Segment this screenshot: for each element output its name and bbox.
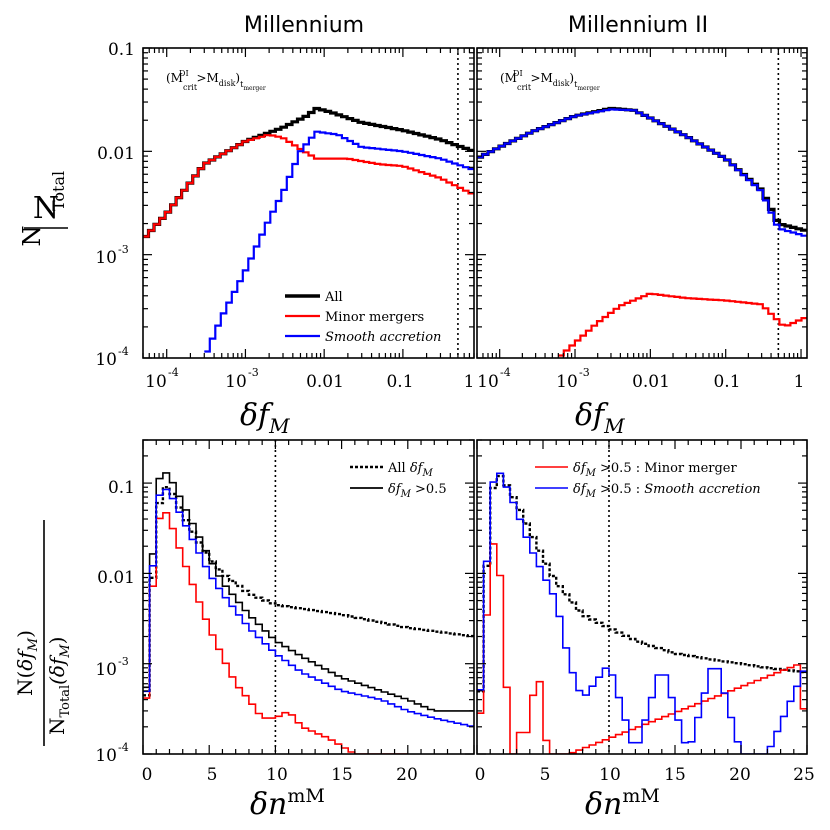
legend-dfm-gt-0.5: δfM >0.5 [388, 482, 447, 500]
xtick-tr-1e-4-exp: -4 [500, 366, 511, 379]
series-all-f-m-3 [477, 474, 807, 693]
legend-bottom-left: All δfM δfM >0.5 [350, 461, 447, 500]
legend-bottom-right: δfM >0.5 : Minor merger δfM >0.5 : Smoot… [535, 461, 761, 500]
ytick-top-0.01: 0.01 [97, 144, 135, 164]
annotation-top-left: (McritDI >Mdisk)tmerger [166, 69, 266, 92]
legend-all: All [324, 290, 343, 305]
xtick-tr-0.01: 0.01 [632, 372, 670, 392]
axis-ticks-1 [476, 47, 807, 359]
legend-smooth-accretion: δfM >0.5 : Smooth accretion [573, 482, 761, 500]
ytick-bottom-1e-3: 10 [95, 660, 117, 680]
legend-top-left: All Minor mergers Smooth accretion [285, 290, 441, 345]
plot-area-2 [143, 440, 474, 754]
frame-top-left [142, 47, 475, 359]
series-smooth-accretion-1 [477, 108, 807, 237]
ylabel-bottom: N(δfM) NTotal(δfM) [13, 520, 73, 746]
legend-minor: Minor mergers [325, 310, 424, 325]
xtick-tr-1e-3-exp: -3 [579, 366, 590, 379]
ytick-top-1e-4: 10 [95, 350, 117, 370]
ylabel-bottom-denominator: NTotal(δfM) [45, 637, 73, 736]
svg-text:N: N [33, 191, 59, 226]
frame-top-right [476, 47, 808, 359]
xtick-tr-0.1: 0.1 [713, 372, 740, 392]
xtick-tl-1e-3: 10 [225, 372, 247, 392]
ylabel-bottom-numerator: N(δfM) [13, 630, 41, 696]
xlabel-top-left: δfM [240, 398, 290, 438]
frame-bottom-left [142, 439, 475, 755]
xtick-tl-0.1: 0.1 [386, 372, 413, 392]
legend-smooth: Smooth accretion [325, 330, 441, 345]
ylabel-top: N N Total [18, 171, 68, 247]
xtick-tr-1: 1 [794, 372, 805, 392]
xtick-tl-1e-4-exp: -4 [168, 366, 179, 379]
plot-area-3 [477, 440, 807, 754]
xtick-bl-15: 15 [331, 765, 353, 785]
svg-text:Total: Total [49, 171, 68, 211]
annotation-top-right: (McritDI >Mdisk)tmerger [500, 69, 600, 92]
series-all-f-m-2 [143, 486, 474, 697]
frame-bottom-right [476, 439, 808, 755]
ytick-top-1e-3: 10 [95, 248, 117, 268]
xlabel-bottom-right: δnmM [585, 785, 660, 822]
xtick-bl-20: 20 [396, 765, 418, 785]
xtick-tr-1e-3: 10 [556, 372, 578, 392]
series-minor-mergers-0 [143, 134, 474, 238]
xtick-tl-1e-3-exp: -3 [248, 366, 259, 379]
ytick-top-1e-4-exp: -4 [118, 345, 129, 358]
xtick-br-10: 10 [599, 765, 621, 785]
ytick-bottom-1e-3-exp: -3 [118, 655, 129, 668]
svg-text:N: N [18, 226, 46, 247]
xtick-tl-1: 1 [464, 372, 475, 392]
series-all-1 [477, 106, 807, 232]
legend-all-dfm: All δfM [387, 461, 433, 479]
series--f-m-0-5-2 [143, 472, 474, 712]
series-smooth-accretion-0 [204, 130, 474, 353]
series-minor-mergers-1 [558, 292, 807, 357]
xtick-br-25: 25 [793, 765, 815, 785]
series-smooth-accretion-3 [477, 472, 807, 754]
ytick-top-0.1: 0.1 [108, 40, 135, 60]
xtick-bl-10: 10 [266, 765, 288, 785]
xtick-tl-0.01: 0.01 [306, 372, 344, 392]
xlabel-top-right: δfM [575, 398, 625, 438]
legend-minor-merger: δfM >0.5 : Minor merger [573, 461, 737, 479]
plot-area-0 [143, 48, 474, 358]
title-millennium: Millennium [244, 13, 364, 38]
xtick-br-15: 15 [664, 765, 686, 785]
ytick-bottom-0.01: 0.01 [97, 568, 135, 588]
xtick-tl-1e-4: 10 [145, 372, 167, 392]
xtick-br-5: 5 [540, 765, 551, 785]
series-smooth-accretion-2 [143, 488, 474, 727]
xtick-br-20: 20 [729, 765, 751, 785]
xtick-br-0: 0 [475, 765, 486, 785]
series-minor-merger-3 [477, 543, 807, 754]
title-millennium-ii: Millennium II [568, 13, 708, 38]
xtick-tr-1e-4: 10 [477, 372, 499, 392]
axis-ticks-0 [142, 47, 475, 359]
ytick-bottom-0.1: 0.1 [108, 478, 135, 498]
ytick-top-1e-3-exp: -3 [118, 243, 129, 256]
plot-area-1 [477, 48, 807, 358]
ytick-bottom-1e-4: 10 [95, 746, 117, 766]
xtick-bl-0: 0 [142, 765, 153, 785]
ytick-bottom-1e-4-exp: -4 [118, 741, 129, 754]
xtick-bl-5: 5 [207, 765, 218, 785]
series-minor-merger-2 [143, 511, 408, 754]
xlabel-bottom-left: δnmM [250, 785, 325, 822]
